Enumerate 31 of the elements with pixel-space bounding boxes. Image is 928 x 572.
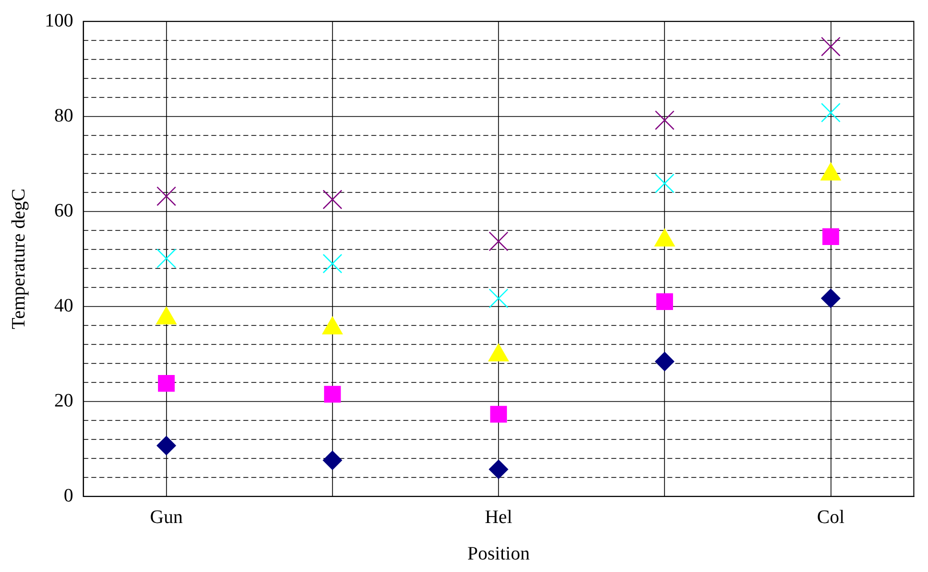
point xyxy=(322,450,342,470)
point xyxy=(156,436,176,456)
point xyxy=(324,386,341,403)
point xyxy=(156,248,176,268)
y-axis-title: Temperature degC xyxy=(8,188,30,330)
point xyxy=(820,102,841,122)
point xyxy=(488,460,508,479)
point xyxy=(488,288,508,308)
point xyxy=(322,254,342,274)
y-tick-label: 100 xyxy=(44,10,74,32)
point xyxy=(490,406,507,423)
point xyxy=(158,374,175,392)
point xyxy=(822,228,840,245)
point xyxy=(821,288,840,308)
y-tick-label: 20 xyxy=(54,390,74,412)
x-tick-label: Col xyxy=(817,506,844,528)
point xyxy=(156,186,176,206)
y-tick-label: 80 xyxy=(54,105,74,126)
y-tick-label: 40 xyxy=(54,295,74,316)
y-tick-label: 0 xyxy=(64,485,74,506)
point xyxy=(655,352,674,372)
point xyxy=(322,190,342,210)
point xyxy=(654,110,674,130)
x-axis-title: Position xyxy=(467,544,530,565)
point xyxy=(656,293,674,310)
point xyxy=(820,36,841,56)
x-tick-label: Hel xyxy=(484,506,512,528)
point xyxy=(488,232,508,252)
y-tick-label: 60 xyxy=(54,200,74,222)
x-tick-label: Gun xyxy=(150,506,184,528)
point xyxy=(654,174,674,194)
